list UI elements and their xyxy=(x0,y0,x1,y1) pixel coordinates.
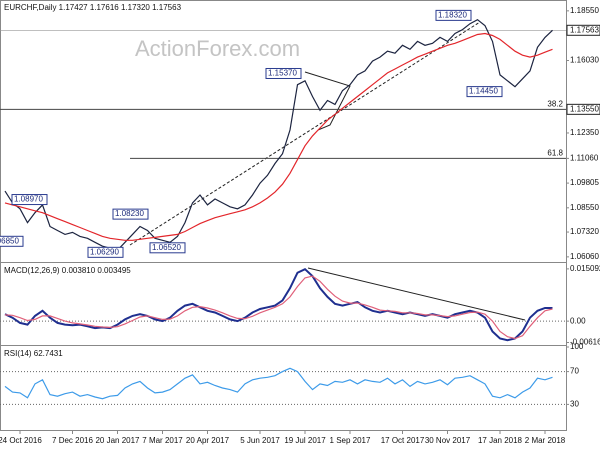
x-tick-label: 20 Apr 2017 xyxy=(186,436,230,445)
y-tick-label: 70 xyxy=(570,367,579,376)
price-annotation: 1.08230 xyxy=(115,209,144,218)
axis-box xyxy=(566,103,600,115)
y-tick-label: 1.08550 xyxy=(570,203,599,212)
y-tick-label: 1.12350 xyxy=(570,128,599,137)
price-annotation-box xyxy=(87,246,124,258)
y-tick-label: 100 xyxy=(570,342,584,351)
panel-title: MACD(12,26,9) 0.003810 0.003495 xyxy=(4,266,131,275)
panel-title: RSI(14) 62.7431 xyxy=(4,349,63,358)
x-tick-label: 19 Jul 2017 xyxy=(284,436,326,445)
y-tick-label: 1.09805 xyxy=(570,178,599,187)
x-tick-label: 17 Jan 2018 xyxy=(478,436,523,445)
panel-title: EURCHF,Daily 1.17427 1.17616 1.17320 1.1… xyxy=(4,3,182,12)
x-tick-label: 24 Oct 2016 xyxy=(0,436,42,445)
last-price-label: 1.17563 xyxy=(570,25,599,34)
price-annotation-box xyxy=(11,194,48,206)
trend-line xyxy=(129,21,481,246)
price-annotation: 1.15370 xyxy=(268,69,297,78)
x-tick-label: 17 Oct 2017 xyxy=(381,436,425,445)
x-tick-label: 1 Sep 2017 xyxy=(330,436,371,445)
price-annotation-box xyxy=(265,67,302,79)
fib-label: 38.2 xyxy=(547,99,563,108)
y-tick-label: 1.07320 xyxy=(570,227,599,236)
price-annotation: 1.14450 xyxy=(469,87,498,96)
x-tick-label: 2 Mar 2018 xyxy=(525,436,566,445)
y-tick-label: 0.00 xyxy=(570,316,586,325)
series-line xyxy=(4,268,553,342)
x-tick-label: 30 Nov 2017 xyxy=(425,436,471,445)
y-tick-label: 1.11060 xyxy=(570,153,599,162)
y-tick-label: 30 xyxy=(570,400,579,409)
price-annotation-box xyxy=(466,86,503,98)
plot-frame xyxy=(0,0,567,431)
axis-box-label: 1.13550 xyxy=(570,104,599,113)
watermark: ActionForex.com xyxy=(135,36,300,61)
y-tick-label: 1.16030 xyxy=(570,56,599,65)
price-annotation: 1.06520 xyxy=(152,243,181,252)
y-tick-label: 1.18550 xyxy=(570,6,599,15)
x-tick-label: 20 Jan 2017 xyxy=(95,436,140,445)
price-annotation-box xyxy=(112,208,149,220)
last-price-box xyxy=(566,24,600,36)
x-tick-label: 7 Dec 2016 xyxy=(52,436,93,445)
macd-trend-line xyxy=(307,267,526,321)
fib-label: 61.8 xyxy=(547,148,563,157)
series-line xyxy=(4,367,553,400)
series-line xyxy=(4,18,553,251)
series-line xyxy=(4,32,553,241)
y-tick-label: 1.06060 xyxy=(570,252,599,261)
price-annotation: 1.18320 xyxy=(438,10,467,19)
price-annotation: 1.08970 xyxy=(14,195,43,204)
price-annotation-box xyxy=(435,9,472,21)
price-annotation-box xyxy=(149,242,186,254)
y-tick-label: 0.015092 xyxy=(570,264,600,273)
price-annotation-box xyxy=(0,235,24,247)
price-annotation: 1.06290 xyxy=(90,247,119,256)
triangle-pattern xyxy=(304,71,351,131)
series-line xyxy=(4,275,553,340)
x-tick-label: 7 Mar 2017 xyxy=(142,436,183,445)
x-tick-label: 5 Jun 2017 xyxy=(240,436,280,445)
y-tick-label: -0.006163 xyxy=(570,338,600,347)
